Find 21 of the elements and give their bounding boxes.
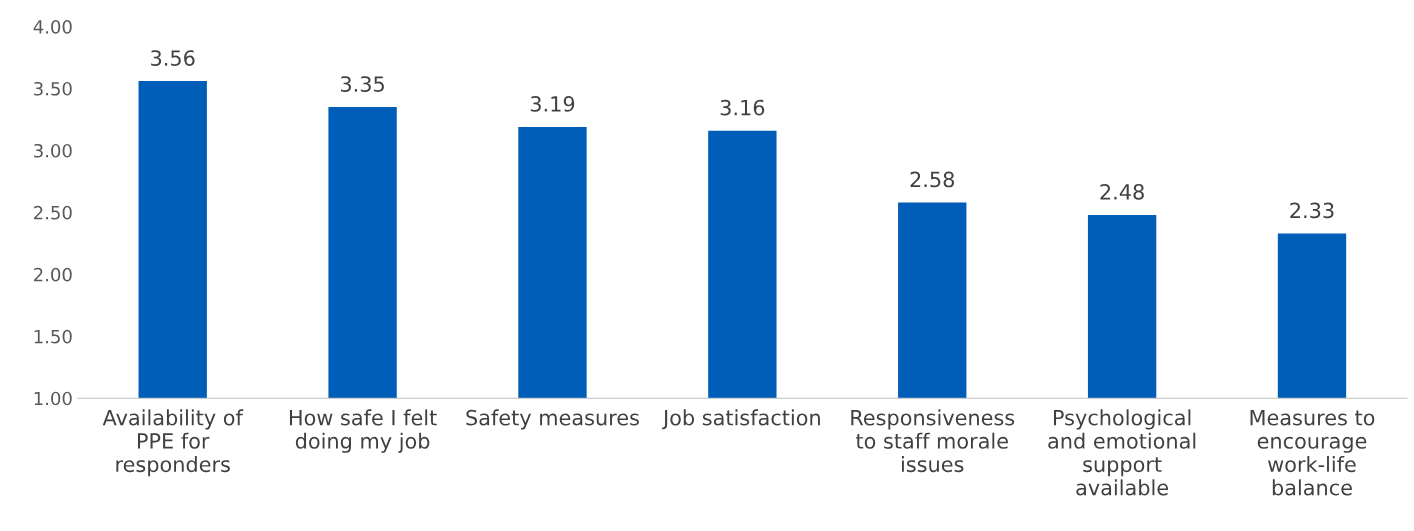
y-tick-label: 3.50 (34, 81, 72, 96)
data-label: 3.35 (340, 76, 384, 92)
data-label: 2.58 (910, 171, 954, 188)
y-tick-label: 4.00 (33, 20, 72, 34)
x-tick-label: Safety measures (466, 409, 639, 430)
x-tick-label: How safe I felt doing my job (289, 409, 437, 453)
y-tick-label: 2.00 (34, 267, 72, 282)
y-tick-label: 1.00 (34, 391, 72, 406)
data-label: 2.33 (1290, 202, 1334, 219)
x-tick-label: Job satisfaction (661, 409, 820, 430)
data-label: 3.19 (530, 96, 575, 112)
x-tick-label: Psychological and emotional support available (1048, 409, 1196, 496)
y-tick-label: 1.50 (34, 329, 72, 344)
data-label: 3.16 (720, 99, 765, 116)
data-label: 3.56 (151, 50, 195, 66)
y-tick-label: 3.00 (34, 143, 72, 158)
x-tick-label: Responsiveness to staff morale issues (851, 409, 1015, 473)
y-tick-label: 2.50 (34, 205, 72, 220)
data-label: 2.48 (1100, 183, 1144, 200)
x-tick-label: Measures to encourage work-life balance (1250, 410, 1375, 496)
x-tick-label: Availability of PPE for responders (102, 409, 244, 477)
